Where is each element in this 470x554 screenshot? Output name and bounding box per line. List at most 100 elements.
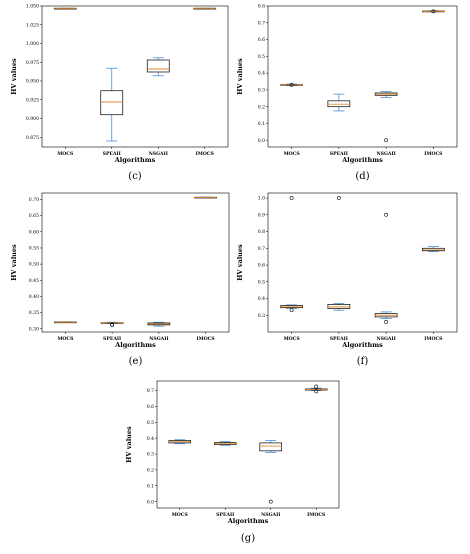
x-axis-label: Algorithms (341, 341, 383, 349)
x-tick-label: IMOCS (196, 151, 215, 157)
x-tick-label: MOCS (57, 336, 74, 342)
x-tick-label: MOCS (284, 336, 301, 342)
plot-frame (41, 192, 230, 333)
x-tick-label: IMOCS (197, 336, 216, 342)
y-tick-label: 0.40 (29, 294, 39, 300)
plot-frame (156, 380, 340, 509)
y-tick-label: 0.65 (29, 213, 39, 219)
y-tick-label: 0.2 (258, 104, 265, 110)
plot-frame (41, 5, 229, 148)
y-tick-label: 0.4 (258, 296, 265, 302)
outlier-point (289, 82, 294, 87)
x-tick-label: NSGAII (149, 336, 168, 342)
y-tick-label: 0.0 (147, 499, 154, 505)
y-axis-label: HV values (236, 244, 244, 281)
y-tick-label: 0.8 (258, 4, 265, 10)
y-tick-label: 0.70 (29, 197, 39, 203)
y-tick-label: 0.8 (258, 229, 265, 235)
panel-f: 0.3 0.4 0.5 0.6 0.7 0.8 0.9 1.0 MOCS SPEAII NSGAII… (236, 192, 458, 367)
y-tick-label: 0.900 (26, 116, 39, 122)
y-tick-label: 0.950 (26, 79, 39, 85)
y-axis-label: HV values (236, 58, 244, 95)
x-tick-label: MOCS (284, 151, 301, 157)
x-tick-label: NSGAII (376, 151, 395, 157)
x-tick-label: IMOCS (424, 151, 443, 157)
x-axis-label: Algorithms (114, 156, 156, 164)
panel-caption: (f) (357, 356, 369, 367)
outlier-point (431, 9, 436, 14)
y-tick-label: 0.6 (258, 37, 265, 43)
x-tick-label: SPEAII (216, 512, 234, 518)
y-axis-label: HV values (125, 426, 133, 463)
y-tick-label: 0.3 (258, 313, 265, 319)
y-tick-label: 0.3 (258, 88, 265, 94)
y-tick-label: 0.2 (147, 468, 154, 474)
y-tick-label: 0.7 (258, 246, 265, 252)
y-tick-label: 1.0 (258, 196, 265, 202)
x-axis-label: Algorithms (227, 517, 269, 525)
panel-d: 0.0 0.1 0.2 0.3 0.4 0.5 0.6 0.7 0.8 MOCS SPEAII NSG… (236, 4, 458, 182)
box-iqr (259, 442, 283, 452)
y-axis-label: HV values (10, 244, 18, 281)
y-tick-label: 0.50 (29, 262, 39, 268)
outlier-point (314, 384, 319, 389)
y-tick-label: 0.35 (29, 310, 39, 316)
box-iqr (146, 59, 170, 73)
y-tick-label: 0.6 (147, 404, 154, 410)
outlier-point (110, 322, 115, 327)
y-tick-label: 0.55 (29, 246, 39, 252)
x-axis-label: Algorithms (114, 341, 156, 349)
x-tick-label: MOCS (57, 151, 74, 157)
outlier-point (384, 212, 389, 217)
panel-caption: (d) (355, 171, 369, 182)
x-tick-label: IMOCS (424, 336, 443, 342)
panel-g: 0.0 0.1 0.2 0.3 0.4 0.5 0.6 0.7 MOCS SPEAII NSGAII… (125, 380, 340, 544)
y-tick-label: 1.050 (26, 4, 39, 10)
y-tick-label: 0.875 (26, 135, 39, 141)
box-iqr (100, 90, 124, 116)
outlier-point (336, 196, 341, 200)
panel-caption: (e) (129, 356, 143, 367)
x-tick-label: NSGAII (149, 151, 168, 157)
y-tick-label: 0.5 (258, 54, 265, 60)
y-tick-label: 0.6 (258, 263, 265, 269)
x-tick-label: MOCS (172, 512, 189, 518)
x-tick-label: NSGAII (376, 336, 395, 342)
y-axis-label: HV values (10, 58, 18, 95)
y-tick-label: 0.925 (26, 97, 39, 103)
panel-caption: (c) (128, 171, 142, 182)
outlier-point (289, 308, 294, 313)
outlier-point (289, 196, 294, 200)
x-tick-label: SPEAII (103, 336, 121, 342)
y-tick-label: 0.9 (258, 212, 265, 218)
y-tick-label: 1.000 (26, 41, 39, 47)
outlier-point (384, 320, 389, 324)
x-tick-label: SPEAII (330, 336, 348, 342)
y-tick-label: 0.4 (147, 436, 154, 442)
y-tick-label: 0.3 (147, 452, 154, 458)
y-tick-label: 0.1 (258, 121, 265, 127)
x-tick-label: IMOCS (307, 512, 326, 518)
y-tick-label: 0.0 (258, 138, 265, 144)
x-axis-label: Algorithms (341, 156, 383, 164)
x-tick-label: SPEAII (330, 151, 348, 157)
plot-frame (267, 5, 458, 148)
outlier-point (268, 499, 273, 504)
y-tick-label: 0.1 (147, 483, 154, 489)
y-tick-label: 0.5 (258, 279, 265, 285)
panel-e: 0.30 0.35 0.40 0.45 0.50 0.55 0.60 0.65 0.70 MOCS… (10, 192, 230, 367)
y-tick-label: 0.975 (26, 60, 39, 66)
y-tick-label: 0.5 (147, 420, 154, 426)
outlier-point (314, 389, 319, 394)
y-tick-label: 0.7 (147, 388, 154, 394)
y-tick-label: 1.025 (26, 22, 39, 28)
y-tick-label: 0.7 (258, 20, 265, 26)
x-tick-label: SPEAII (103, 151, 121, 157)
panel-c: 0.875 0.900 0.925 0.950 0.975 1.000 1.025 1.050… (10, 4, 229, 182)
y-tick-label: 0.4 (258, 71, 265, 77)
y-tick-label: 0.30 (29, 326, 39, 332)
panel-caption: (g) (241, 533, 255, 544)
y-tick-label: 0.45 (29, 278, 39, 284)
plot-frame (267, 192, 458, 333)
